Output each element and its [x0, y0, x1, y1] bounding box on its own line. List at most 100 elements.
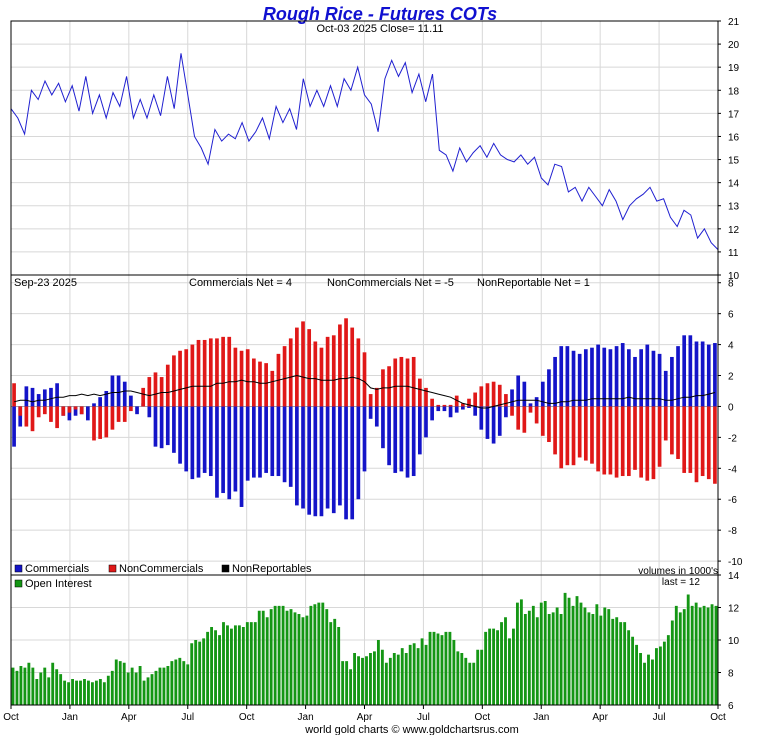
open-interest-bar: [138, 666, 142, 705]
commercials-bar: [18, 406, 23, 427]
commercials-bar: [596, 344, 600, 407]
commercials-bar: [645, 344, 650, 407]
commercials-bar: [135, 406, 139, 415]
noncommercials-bar: [491, 381, 496, 407]
noncommercials-bar: [215, 338, 219, 407]
commercials-bar: [485, 406, 490, 439]
noncommercials-bar: [73, 406, 78, 410]
x-tick-label: Oct: [3, 712, 19, 723]
open-interest-bar: [218, 635, 221, 706]
noncommercials-bar: [202, 339, 207, 407]
legend-open-interest: Open Interest: [25, 578, 92, 590]
noncommercials-bar: [448, 404, 453, 407]
open-interest-bar: [134, 672, 138, 705]
commercials-bar: [215, 406, 219, 498]
open-interest-bar: [678, 612, 682, 706]
commercials-bar: [657, 353, 662, 407]
commercials-bar: [147, 406, 152, 418]
commercials-bar: [534, 397, 539, 407]
open-interest-bar: [369, 653, 372, 705]
open-interest-bar: [114, 659, 118, 705]
noncommercials-bar: [362, 352, 367, 407]
open-interest-bar: [543, 601, 547, 705]
x-tick-label: Jan: [533, 712, 549, 723]
open-interest-bar: [603, 607, 607, 705]
open-interest-bar: [424, 644, 428, 706]
commercials-bar: [694, 341, 699, 407]
commercials-bar: [190, 406, 195, 480]
commercials-bar: [670, 356, 674, 407]
open-interest-bar: [265, 617, 269, 705]
commercials-bar: [381, 406, 385, 449]
noncommercials-bar: [233, 347, 238, 407]
open-interest-bar: [523, 614, 527, 705]
noncommercials-bar: [221, 336, 225, 407]
y-tick-label: 12: [728, 225, 740, 236]
commercials-bar: [430, 406, 434, 421]
commercials-bar: [688, 335, 693, 407]
noncommercials-bar: [405, 358, 410, 407]
open-interest-bar: [452, 640, 456, 705]
commercials-bar: [436, 406, 441, 412]
open-interest-bar: [75, 680, 78, 706]
open-interest-bar: [496, 630, 499, 705]
noncommercials-bar: [387, 366, 391, 407]
open-interest-bar: [710, 604, 714, 705]
commercials-bar: [608, 349, 613, 407]
commercials-bar: [399, 406, 404, 472]
commercials-bar: [620, 343, 625, 407]
noncommercials-bar: [620, 406, 625, 477]
noncommercials-bar: [676, 406, 680, 460]
commercials-bar: [387, 406, 391, 466]
open-interest-bar: [158, 667, 162, 706]
commercials-bar: [614, 346, 619, 407]
noncommercials-bar: [98, 406, 102, 439]
x-tick-label: Oct: [475, 712, 491, 723]
open-interest-bar: [83, 679, 86, 705]
noncommercials-bar: [454, 395, 459, 407]
noncommercials-bar: [239, 350, 244, 407]
open-interest-bar: [559, 614, 563, 705]
noncommercials-bar: [627, 406, 631, 477]
noncommercials-bar: [374, 387, 379, 407]
open-interest-bar: [500, 622, 503, 706]
noncommercials-bar: [79, 406, 84, 415]
open-interest-bar: [51, 662, 55, 705]
noncommercials-bar: [497, 384, 502, 407]
open-interest-bar: [90, 682, 94, 705]
open-interest-bar: [301, 617, 305, 705]
y-tick-label: -2: [728, 433, 737, 444]
open-interest-bar: [698, 607, 702, 705]
commercials-bar: [424, 406, 428, 438]
commercials-bar: [159, 406, 164, 449]
noncommercials-bar: [196, 339, 201, 407]
commercials-bar: [245, 406, 250, 481]
noncommercials-bar: [411, 356, 416, 407]
noncommercials-bar: [172, 355, 176, 407]
open-interest-bar: [59, 674, 63, 706]
open-interest-bar: [122, 662, 126, 705]
commercials-bar: [497, 406, 502, 436]
open-interest-bar: [615, 617, 619, 705]
commercials-bar: [12, 406, 16, 447]
noncommercials-bar: [67, 406, 72, 413]
open-interest-bar: [110, 670, 114, 706]
commercials-bar: [331, 406, 336, 514]
commercials-bar: [258, 406, 262, 478]
noncommercials-bar: [12, 383, 16, 407]
open-interest-bar: [43, 667, 47, 706]
oi-frame: [10, 574, 719, 706]
commercials-bar: [42, 389, 47, 407]
open-interest-bar: [591, 614, 595, 705]
noncommercials-bar: [307, 329, 312, 407]
open-interest-bar: [23, 667, 27, 706]
open-interest-bar: [174, 659, 178, 705]
commercials-bar: [49, 387, 53, 407]
open-interest-bar: [472, 662, 476, 705]
y-tick-label: 12: [728, 604, 740, 615]
noncommercials-bar: [258, 361, 262, 407]
open-interest-bar: [214, 630, 217, 705]
y-tick-label: 14: [728, 179, 740, 190]
noncommercials-bar: [614, 406, 619, 478]
last-label: last = 12: [662, 577, 701, 588]
